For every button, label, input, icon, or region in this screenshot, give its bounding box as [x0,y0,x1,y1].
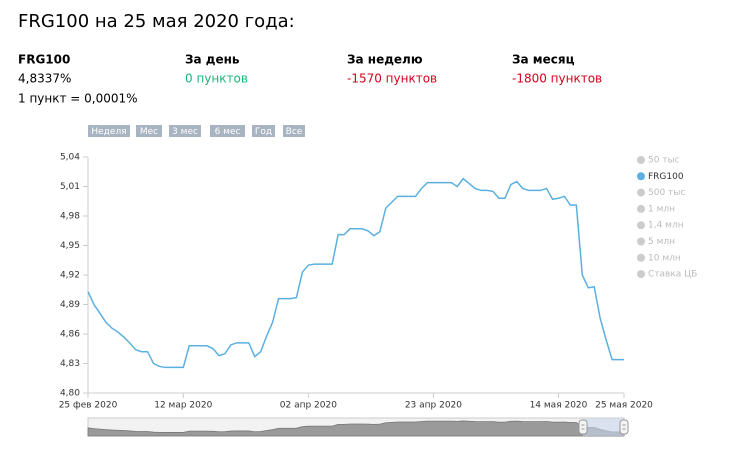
y-tick-label: 4,83 [60,359,80,369]
y-tick-label: 4,86 [60,330,80,340]
stat-label: За месяц [512,53,575,67]
stat-label: FRG100 [18,53,70,67]
navigator-handle[interactable] [619,419,629,435]
legend-label[interactable]: 10 млн [648,253,681,263]
legend-label[interactable]: 50 тыс [648,156,680,166]
stat-label: За день [185,53,240,67]
y-tick-label: 4,80 [60,389,80,399]
x-tick-label: 25 мая 2020 [595,401,653,411]
x-tick-label: 02 апр 2020 [280,401,337,411]
range-button[interactable] [136,125,162,137]
navigator-area [87,420,625,437]
legend-marker[interactable] [637,221,645,230]
legend-label[interactable]: 5 млн [648,237,675,247]
y-tick-label: 5,01 [60,182,80,192]
legend-label[interactable]: 1,4 млн [648,221,684,231]
legend-label[interactable]: 1 млн [648,204,675,214]
range-button-label[interactable]: 6 мес [215,127,241,137]
range-button[interactable] [88,125,130,137]
range-button[interactable] [169,125,201,137]
legend-marker[interactable] [637,204,645,213]
y-tick-label: 5,04 [60,153,80,163]
legend-marker[interactable] [637,188,645,197]
stat-value: -1800 пунктов [512,72,602,86]
legend-marker[interactable] [637,172,645,181]
legend-marker[interactable] [637,270,645,279]
legend-marker[interactable] [637,253,645,262]
legend-label[interactable]: 500 тыс [648,188,685,198]
y-tick-label: 4,89 [60,300,80,310]
y-tick-label: 4,92 [60,271,80,281]
range-button[interactable] [252,125,275,137]
range-button-label[interactable]: Мес [140,127,158,137]
range-button-label[interactable]: Все [286,127,303,137]
legend-marker[interactable] [637,156,645,164]
line [87,177,624,369]
legend-marker[interactable] [637,237,645,246]
x-tick-label: 23 апр 2020 [405,401,462,411]
stat-label: За неделю [347,53,423,67]
page-title: FRG100 на 25 мая 2020 года: [18,11,295,32]
y-tick-label: 4,98 [60,212,80,222]
x-tick-label: 14 мая 2020 [530,401,588,411]
range-button-label[interactable]: 3 мес [172,127,198,137]
range-button-label[interactable]: Год [255,127,272,137]
navigator-handle[interactable] [578,419,588,435]
stat-value: 0 пунктов [185,72,248,86]
x-tick-label: 25 фев 2020 [59,401,118,411]
note: 1 пункт = 0,0001% [18,92,138,106]
range-button-label[interactable]: Неделя [91,127,126,137]
x-tick-label: 12 мар 2020 [154,401,212,411]
y-tick-label: 4,95 [60,241,80,251]
legend-label[interactable]: Ставка ЦБ [648,270,697,280]
navigator-selection[interactable] [583,418,624,436]
stat-value: -1570 пунктов [347,72,437,86]
range-button[interactable] [210,125,245,137]
legend-label[interactable]: FRG100 [648,172,684,182]
range-button[interactable] [283,125,305,137]
stat-value: 4,8337% [18,72,71,86]
